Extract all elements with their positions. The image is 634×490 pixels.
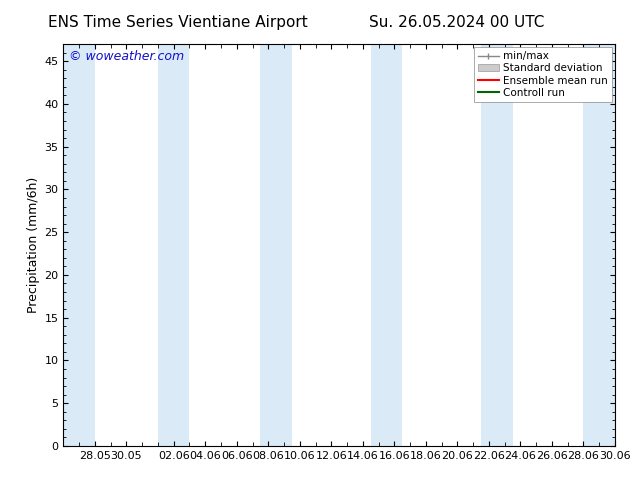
Bar [63, 44, 95, 446]
Legend: min/max, Standard deviation, Ensemble mean run, Controll run: min/max, Standard deviation, Ensemble me… [474, 47, 612, 102]
Bar [158, 44, 190, 446]
Bar [371, 44, 402, 446]
Bar [481, 44, 512, 446]
Text: Su. 26.05.2024 00 UTC: Su. 26.05.2024 00 UTC [369, 15, 544, 30]
Y-axis label: Precipitation (mm/6h): Precipitation (mm/6h) [27, 177, 40, 313]
Bar [583, 44, 615, 446]
Bar [261, 44, 292, 446]
Text: © woweather.com: © woweather.com [69, 50, 184, 63]
Text: ENS Time Series Vientiane Airport: ENS Time Series Vientiane Airport [48, 15, 307, 30]
